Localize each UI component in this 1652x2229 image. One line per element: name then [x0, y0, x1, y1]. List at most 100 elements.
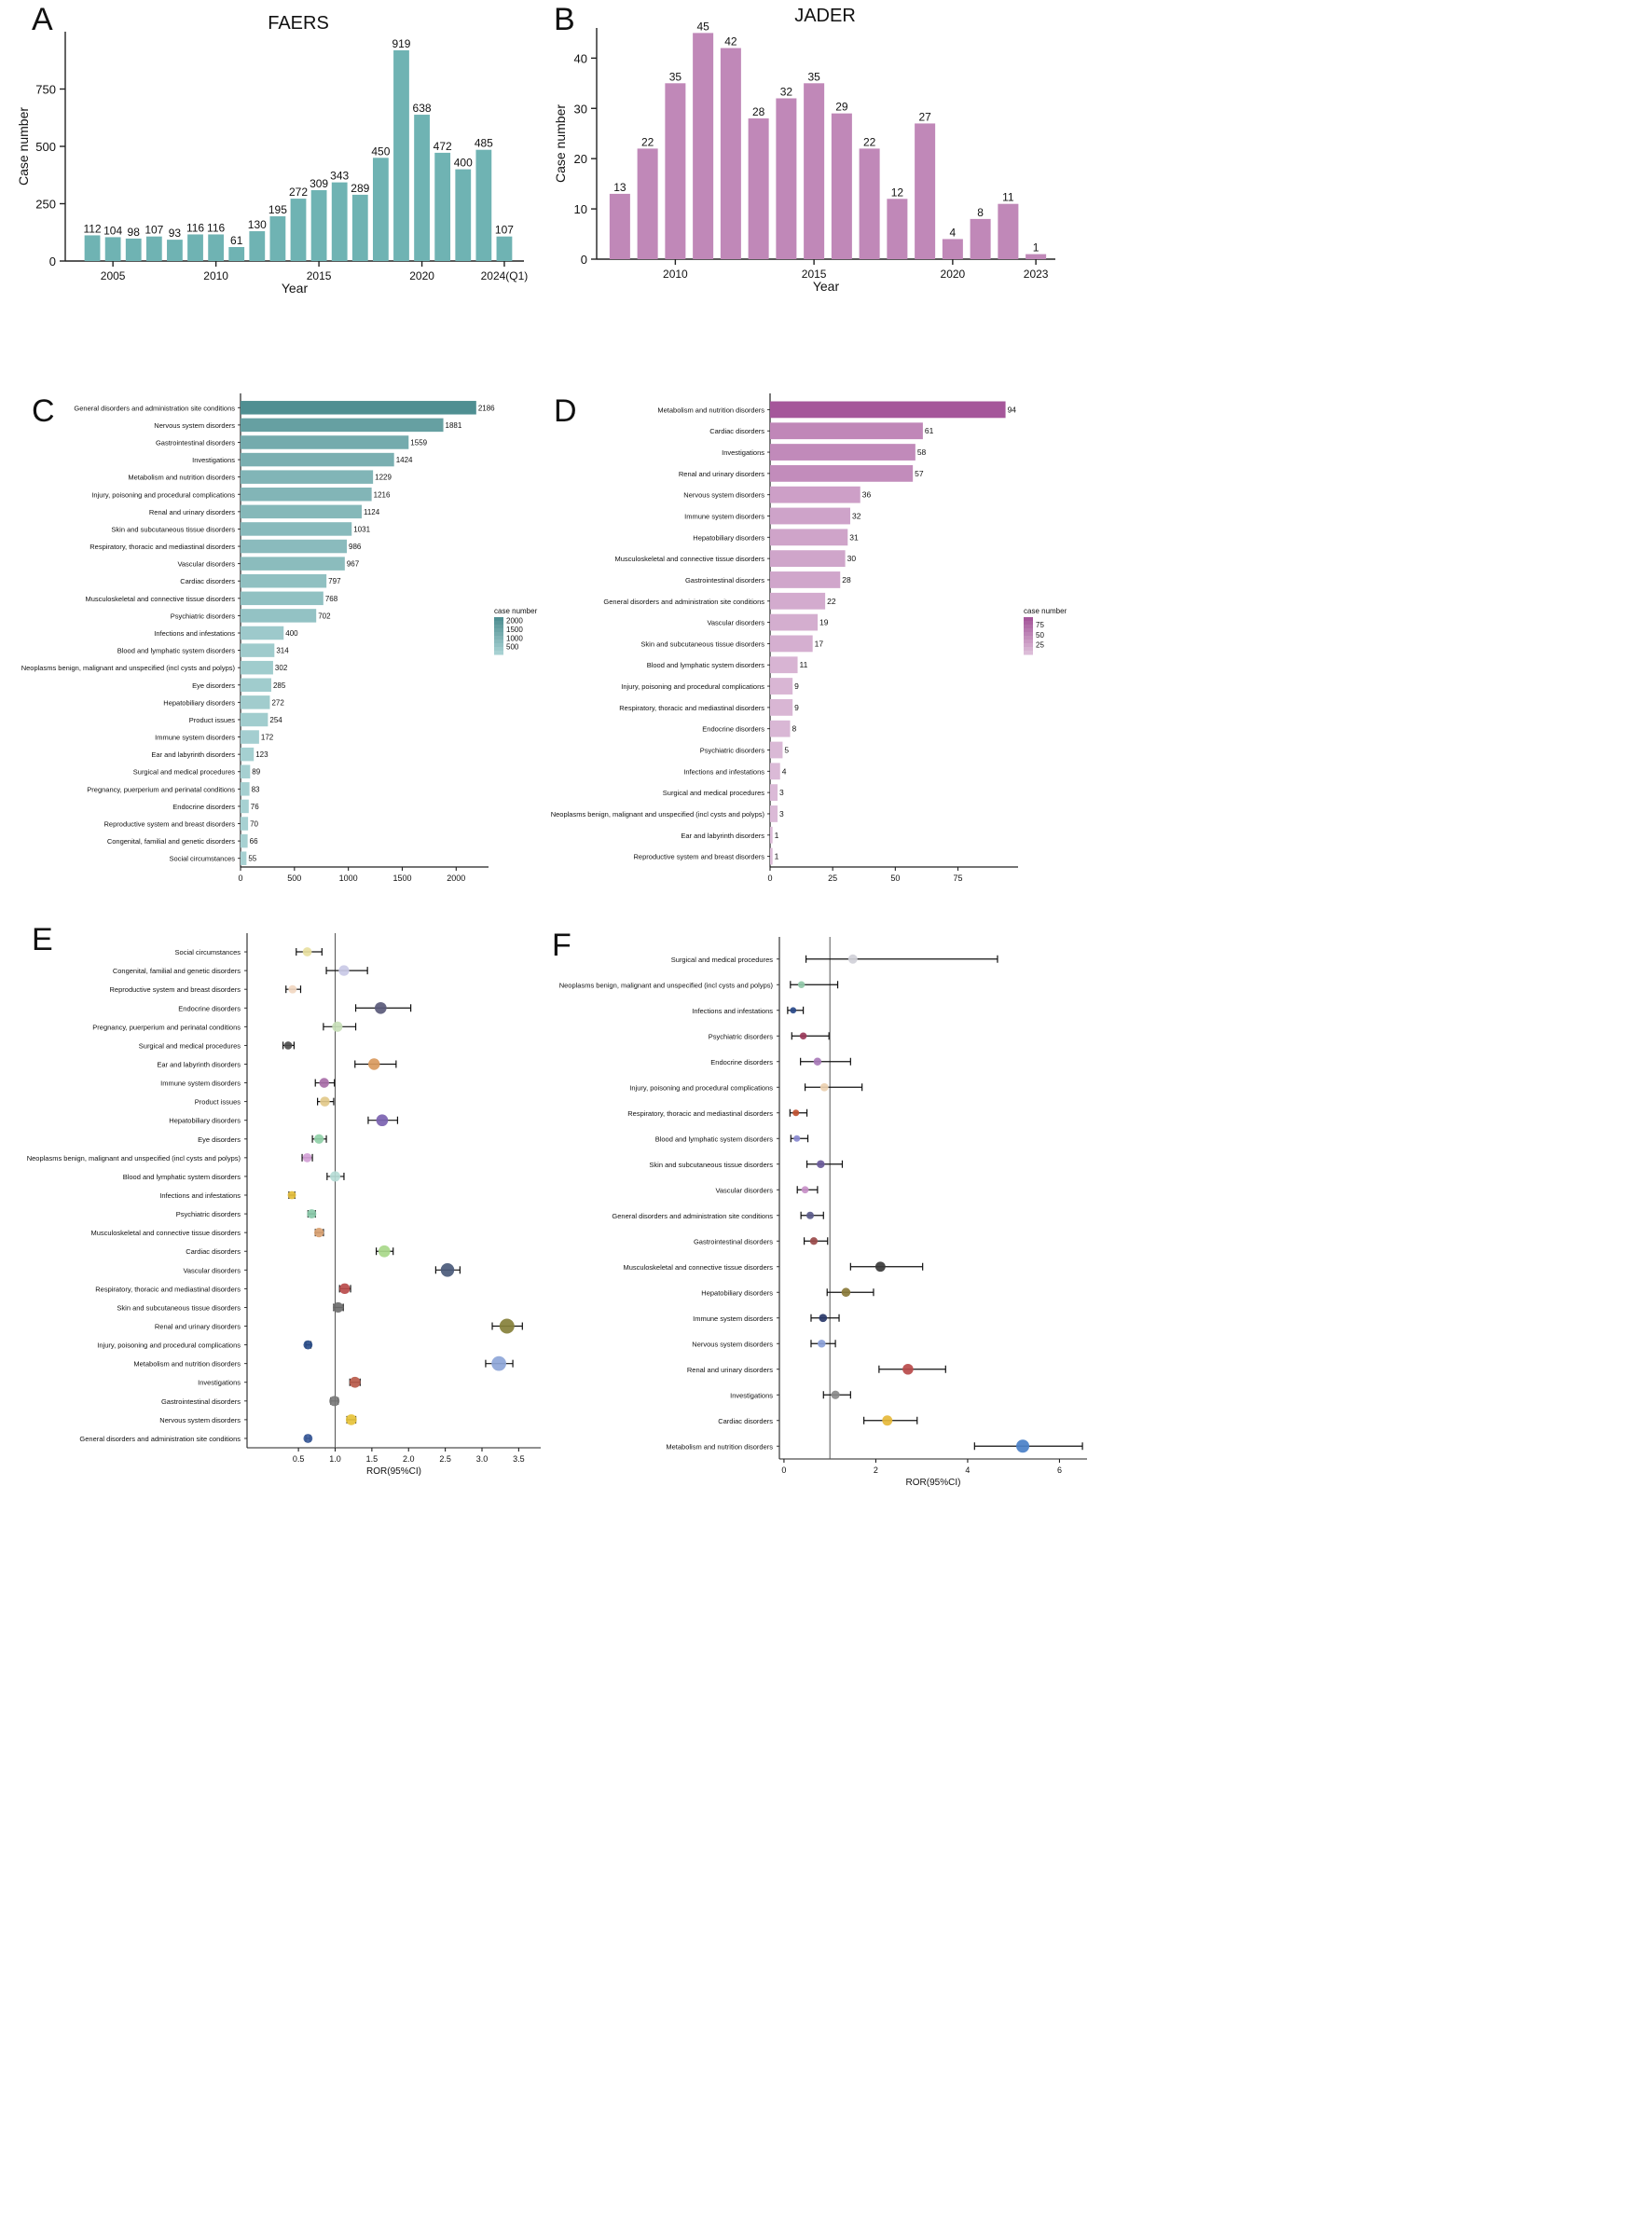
faers-ror-point: [349, 1376, 361, 1388]
faers-year-bar: [208, 234, 225, 261]
panel-label-d: D: [554, 393, 577, 429]
panel-c: C 2186 General disorders and administrati…: [0, 373, 546, 895]
faers-ror-category-label: Product issues: [195, 1098, 241, 1107]
jader-soc-legend-tick: 50: [1036, 631, 1044, 640]
faers-soc-data-label: 1124: [364, 508, 380, 516]
jader-soc-bar: [770, 464, 914, 482]
jader-year-x-tick-label: 2020: [941, 268, 966, 281]
jader-year-x-tick-label: 2010: [663, 268, 688, 281]
faers-soc-data-label: 1424: [396, 456, 413, 464]
faers-soc-bar: [241, 522, 352, 536]
jader-year-bar: [887, 199, 908, 259]
jader-year-y-tick-label: 40: [574, 51, 587, 65]
jader-year-data-label: 11: [1002, 191, 1014, 204]
faers-year-bar-chart: 0 250 500 750 112 104 98 107 93 116 116 61 130195272…: [16, 32, 528, 296]
faers-soc-bar: [241, 573, 327, 588]
faers-soc-legend-tick: 2000: [506, 616, 523, 625]
jader-soc-x-tick-label: 0: [767, 874, 772, 883]
jader-soc-data-label: 8: [792, 724, 796, 734]
jader-soc-bar: [770, 592, 826, 610]
jader-ror-x-tick-label: 4: [965, 1465, 970, 1475]
jader-soc-legend-tick: 75: [1036, 621, 1044, 629]
faers-year-data-label: 400: [454, 157, 473, 170]
jader-year-x-tick-label: 2015: [802, 268, 827, 281]
faers-soc-bar: [241, 712, 268, 727]
faers-ror-category-label: Vascular disorders: [183, 1266, 241, 1274]
faers-soc-category-label: Investigations: [192, 456, 235, 464]
faers-ror-point: [302, 1152, 312, 1163]
jader-year-y-tick-label: 0: [581, 253, 587, 267]
jader-ror-point: [818, 1339, 826, 1348]
faers-year-bar: [455, 169, 472, 261]
faers-year-bar: [351, 194, 368, 261]
faers-ror-category-label: Gastrointestinal disorders: [161, 1397, 241, 1406]
faers-ror-category-label: Renal and urinary disorders: [155, 1323, 241, 1331]
faers-soc-data-label: 70: [250, 820, 258, 829]
faers-soc-category-label: Neoplasms benign, malignant and unspecif…: [21, 664, 236, 672]
jader-soc-bar: [770, 784, 778, 802]
faers-ror-x-tick-label: 1.5: [366, 1454, 379, 1464]
faers-year-bar: [372, 158, 389, 261]
faers-ror-category-label: Social circumstances: [175, 948, 241, 956]
panel-label-b: B: [554, 2, 575, 37]
faers-soc-bar: [241, 817, 249, 831]
jader-year-bar: [693, 33, 714, 260]
jader-year-bar: [720, 48, 741, 259]
faers-soc-category-label: Pregnancy, puerperium and perinatal cond…: [87, 785, 235, 793]
jader-soc-category-label: Respiratory, thoracic and mediastinal di…: [619, 704, 764, 712]
faers-soc-category-label: Musculoskeletal and connective tissue di…: [86, 595, 236, 603]
faers-ror-point: [368, 1058, 380, 1070]
jader-ror-category-label: Respiratory, thoracic and mediastinal di…: [627, 1109, 773, 1118]
jader-soc-bar: [770, 422, 923, 440]
jader-ror-point: [813, 1057, 822, 1066]
faers-ror-point: [303, 1434, 313, 1443]
jader-year-bar: [637, 148, 658, 259]
jader-soc-category-label: Skin and subcutaneous tissue disorders: [640, 640, 764, 648]
faers-ror-category-label: Metabolism and nutrition disorders: [133, 1360, 241, 1369]
faers-ror-category-label: Congenital, familial and genetic disorde…: [113, 967, 241, 975]
jader-ror-x-tick-label: 0: [781, 1465, 786, 1475]
faers-year-bar: [269, 216, 286, 261]
faers-ror-point: [346, 1414, 357, 1425]
faers-ror-point: [329, 1396, 340, 1407]
jader-ror-category-label: Metabolism and nutrition disorders: [666, 1442, 773, 1451]
faers-soc-category-label: Nervous system disorders: [154, 421, 235, 430]
jader-soc-bar: [770, 613, 819, 631]
faers-soc-legend-swatch: [494, 628, 503, 633]
jader-ror-category-label: Investigations: [730, 1391, 773, 1399]
faers-soc-bar: [241, 626, 284, 640]
chart-title-faers: FAERS: [268, 13, 329, 34]
faers-soc-category-label: Endocrine disorders: [172, 803, 235, 811]
faers-ror-category-label: Nervous system disorders: [159, 1416, 241, 1424]
faers-soc-data-label: 83: [252, 785, 260, 793]
faers-soc-bar: [241, 643, 275, 657]
faers-soc-category-label: Congenital, familial and genetic disorde…: [107, 837, 235, 846]
faers-year-bar: [290, 199, 307, 261]
faers-soc-bar-chart: 2186 General disorders and administration…: [21, 393, 538, 883]
faers-ror-point: [375, 1001, 387, 1014]
jader-ror-category-label: Endocrine disorders: [710, 1058, 773, 1066]
faers-soc-legend-title: case number: [494, 607, 538, 615]
faers-soc-category-label: Surgical and medical procedures: [133, 768, 235, 777]
faers-year-bar: [84, 235, 101, 261]
faers-year-data-label: 104: [103, 224, 122, 237]
faers-ror-point: [332, 1021, 343, 1032]
jader-year-data-label: 35: [807, 70, 820, 83]
jader-soc-legend-tick: 25: [1036, 641, 1044, 650]
faers-ror-point: [319, 1078, 329, 1088]
jader-soc-bar: [770, 763, 780, 780]
jader-soc-data-label: 57: [915, 469, 924, 478]
faers-soc-bar: [241, 695, 270, 709]
faers-ror-point: [288, 984, 297, 994]
faers-ror-point: [338, 965, 350, 976]
faers-ror-point: [287, 1190, 296, 1200]
faers-soc-bar: [241, 418, 444, 433]
jader-soc-legend-title: case number: [1024, 607, 1067, 615]
jader-soc-category-label: Neoplasms benign, malignant and unspecif…: [551, 810, 765, 819]
jader-ror-point: [831, 1390, 840, 1399]
faers-soc-x-tick-label: 1500: [392, 874, 411, 883]
jader-soc-bar: [770, 401, 1006, 419]
faers-soc-data-label: 302: [275, 664, 288, 672]
jader-year-data-label: 42: [724, 35, 737, 48]
